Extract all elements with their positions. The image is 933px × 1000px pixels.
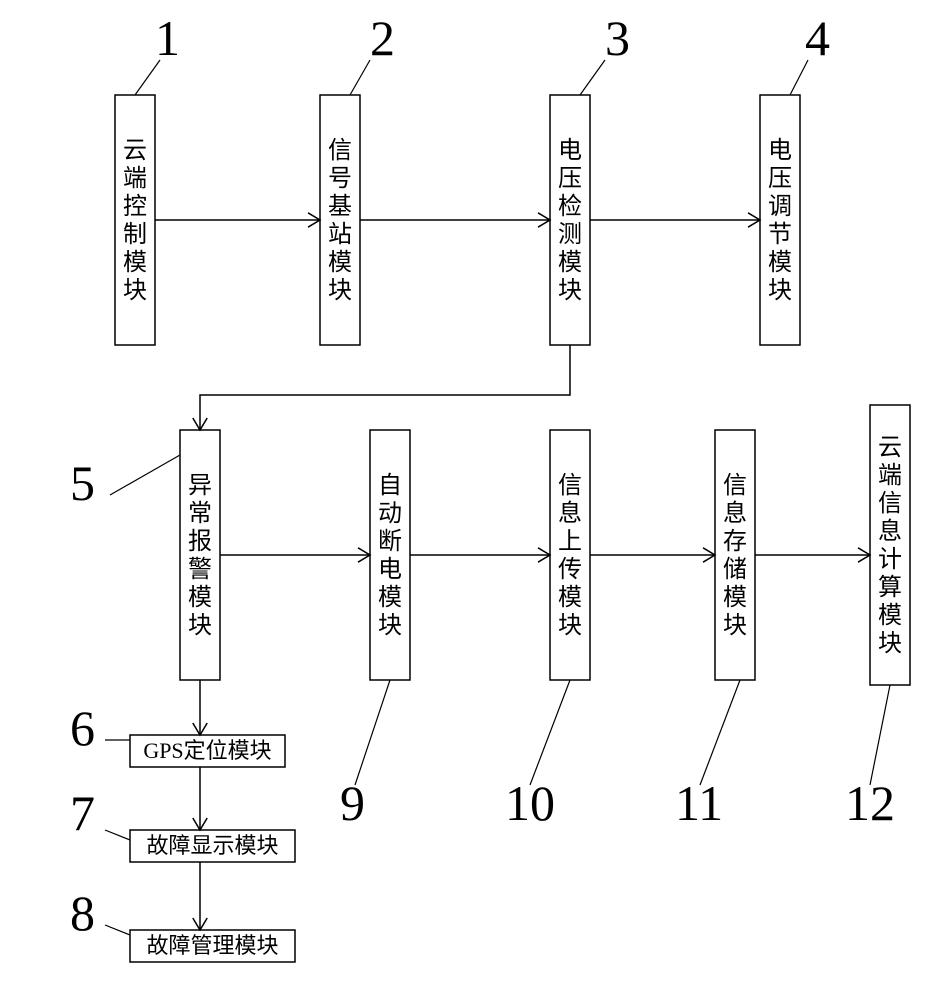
node-label: 控	[123, 193, 147, 220]
node-label: 块	[558, 612, 582, 639]
reference-number: 3	[605, 10, 630, 66]
node-10: 信息上传模块	[550, 430, 590, 680]
reference-number: 12	[845, 775, 895, 831]
node-9: 自动断电模块	[370, 430, 410, 680]
node-label: 模	[558, 584, 582, 611]
node-label: 警	[188, 556, 212, 583]
node-label: 息	[878, 518, 902, 545]
reference-number: 4	[805, 10, 830, 66]
reference-number: 7	[70, 785, 95, 841]
reference-number: 8	[70, 885, 95, 941]
node-label: 块	[123, 277, 147, 304]
node-12: 云端信息计算模块	[870, 405, 910, 685]
node-label: 模	[378, 584, 402, 611]
node-label: 压	[768, 166, 792, 192]
node-label: 块	[768, 277, 792, 304]
node-label: 基	[328, 193, 352, 220]
leader-line	[350, 60, 370, 95]
node-label: 算	[878, 574, 902, 601]
node-label: 信	[328, 137, 352, 164]
node-label: 调	[768, 193, 792, 220]
node-label: 模	[328, 249, 352, 276]
reference-number: 6	[70, 700, 95, 756]
node-label: 号	[328, 166, 352, 192]
node-label: 云	[878, 435, 902, 461]
node-label: 信	[878, 490, 902, 517]
node-label: 块	[378, 612, 402, 639]
node-label: 息	[723, 500, 747, 527]
node-1: 云端控制模块	[115, 95, 155, 345]
node-label: 异	[188, 473, 212, 499]
node-label: 电	[378, 556, 402, 583]
node-label: 块	[723, 612, 747, 639]
node-label: 模	[558, 249, 582, 276]
node-label: 模	[723, 584, 747, 611]
leader-line	[870, 685, 890, 785]
node-label: 信	[723, 472, 747, 499]
reference-number: 1	[155, 10, 180, 66]
edge	[200, 345, 570, 430]
node-label: 上	[558, 528, 582, 555]
node-label: 模	[768, 249, 792, 276]
node-label: 块	[188, 612, 212, 639]
node-label: 制	[123, 221, 147, 248]
node-label: 块	[558, 277, 582, 304]
node-8: 故障管理模块	[130, 930, 295, 962]
node-2: 信号基站模块	[320, 95, 360, 345]
node-label: 故障管理模块	[146, 933, 278, 958]
node-label: 云	[123, 138, 147, 164]
node-7: 故障显示模块	[130, 830, 295, 862]
node-label: 动	[378, 500, 402, 527]
leader-line	[110, 455, 180, 495]
node-label: 模	[878, 602, 902, 629]
node-label: 模	[123, 249, 147, 276]
node-label: 传	[558, 556, 582, 583]
node-label: 自	[378, 472, 402, 499]
reference-number: 5	[70, 455, 95, 511]
node-label: 常	[188, 500, 212, 527]
node-label: 电	[558, 137, 582, 164]
flowchart-diagram: 云端控制模块信号基站模块电压检测模块电压调节模块异常报警模块自动断电模块信息上传…	[0, 0, 933, 1000]
node-3: 电压检测模块	[550, 95, 590, 345]
node-label: 故障显示模块	[146, 833, 278, 858]
node-label: 检	[558, 193, 582, 220]
leader-line	[530, 680, 570, 785]
node-label: 计	[878, 546, 902, 573]
leader-line	[105, 830, 130, 840]
node-label: 息	[558, 500, 582, 527]
node-label: 压	[558, 166, 582, 192]
node-label: 端	[123, 165, 147, 192]
leader-line	[105, 925, 130, 935]
reference-number: 11	[675, 775, 723, 831]
node-11: 信息存储模块	[715, 430, 755, 680]
reference-number: 2	[370, 10, 395, 66]
reference-number: 9	[340, 775, 365, 831]
node-label: 测	[558, 221, 582, 248]
leader-line	[580, 60, 605, 95]
node-6: GPS定位模块	[130, 735, 285, 767]
node-label: 模	[188, 584, 212, 611]
node-label: 站	[328, 221, 352, 248]
leader-line	[355, 680, 390, 785]
node-label: 电	[768, 137, 792, 164]
node-label: 报	[188, 528, 212, 555]
node-label: 块	[328, 277, 352, 304]
node-label: 储	[723, 556, 747, 583]
node-4: 电压调节模块	[760, 95, 800, 345]
node-label: 端	[878, 462, 902, 489]
node-5: 异常报警模块	[180, 430, 220, 680]
node-label: 块	[878, 630, 902, 657]
node-label: GPS定位模块	[143, 738, 271, 763]
node-label: 断	[378, 528, 402, 555]
leader-line	[700, 680, 740, 785]
node-label: 信	[558, 472, 582, 499]
node-label: 节	[768, 221, 792, 248]
reference-number: 10	[505, 775, 555, 831]
node-label: 存	[723, 528, 747, 555]
